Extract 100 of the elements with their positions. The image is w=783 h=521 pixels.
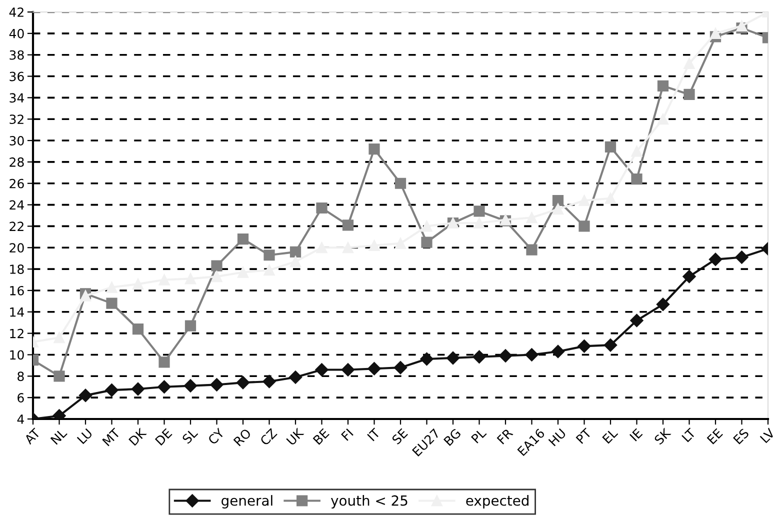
point [525,348,538,362]
point [657,80,669,92]
point [132,278,144,290]
point [210,378,224,392]
y-tick-label: 12 [10,328,24,338]
point [472,350,486,364]
point [131,382,145,396]
point [316,202,328,214]
point [394,238,406,249]
x-tick-label: IT [367,428,381,442]
y-tick-label: 24 [10,200,24,210]
point [184,320,196,332]
point [578,194,590,206]
legend-label: general [222,495,272,508]
x-tick-label: CY [207,427,226,446]
point [237,234,249,245]
point [684,88,695,100]
point [394,361,408,374]
point [290,256,302,268]
point [446,351,460,365]
legend-label: youth < 25 [330,495,408,508]
y-tick-label: 36 [10,72,24,82]
x-tick-label: NL [50,428,68,445]
y-tick-label: 8 [18,372,24,382]
point [105,383,118,397]
point [604,338,618,352]
y-tick-label: 16 [10,286,24,296]
point [526,212,538,224]
point [657,114,669,125]
x-tick-label: HU [548,428,566,446]
x-tick-label: CZ [260,428,278,446]
x-tick-label: ES [732,428,750,445]
point [78,388,92,402]
x-tick-label: UK [286,427,304,446]
y-tick-label: 14 [10,308,24,317]
y-tick-label: 22 [10,222,24,231]
point [656,298,670,311]
point [132,323,144,335]
y-tick-label: 26 [10,178,24,188]
x-tick-label: AT [24,428,41,445]
point [552,194,564,206]
point [368,362,381,376]
point [341,363,355,376]
point [421,236,432,248]
y-tick-label: 10 [10,350,24,360]
point [682,270,696,284]
point [420,352,434,366]
x-tick-label: SE [391,428,408,445]
y-tick-label: 4 [17,414,24,424]
point [316,242,328,254]
y-tick-label: 34 [10,93,24,103]
point [735,250,748,264]
point [578,340,591,353]
x-tick-label: DK [128,427,147,446]
point [106,298,118,309]
point [158,380,171,394]
point [211,270,222,282]
point [315,363,328,376]
point [421,220,432,232]
legend-label: expected [466,495,528,508]
point [630,314,644,328]
x-tick-label: BE [312,428,330,445]
point [262,374,276,388]
x-tick-label: FI [341,428,354,441]
point [552,204,564,215]
point [578,220,590,232]
point [290,246,302,258]
point [264,250,275,261]
point [264,264,275,276]
y-tick-label: 32 [10,114,24,124]
point [474,206,485,217]
point [342,242,354,254]
point [684,58,695,69]
x-tick-label: LU [76,428,93,444]
point [211,260,222,272]
point [551,344,565,358]
point [631,174,642,185]
point [604,141,616,153]
point [106,282,118,293]
y-tick-label: 30 [10,136,24,146]
point [158,356,170,368]
point [474,217,485,229]
point [54,332,65,344]
point [368,144,380,155]
point [736,20,748,32]
point [342,220,354,231]
point [394,178,406,189]
y-tick-label: 20 [10,243,24,253]
x-tick-label: LT [682,428,696,442]
y-tick-label: 42 [9,7,24,17]
x-tick-label: PL [470,428,487,444]
y-tick-label: 6 [18,393,24,403]
y-tick-label: 38 [10,50,24,60]
x-tick-label: LV [760,428,776,444]
x-tick-label: RO [233,428,252,446]
x-tick-label: EE [706,428,723,444]
point [710,28,722,39]
x-tick-label: MT [102,428,121,446]
x-tick-label: PT [576,428,592,444]
point [631,146,642,157]
